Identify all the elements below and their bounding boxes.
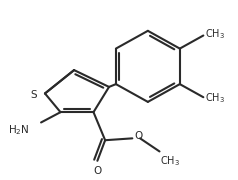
Text: O: O — [93, 166, 101, 176]
Text: CH$_3$: CH$_3$ — [160, 154, 180, 168]
Text: S: S — [30, 90, 37, 100]
Text: H$_2$N: H$_2$N — [8, 123, 30, 137]
Text: O: O — [134, 131, 143, 141]
Text: CH$_3$: CH$_3$ — [205, 28, 225, 41]
Text: CH$_3$: CH$_3$ — [205, 91, 225, 105]
